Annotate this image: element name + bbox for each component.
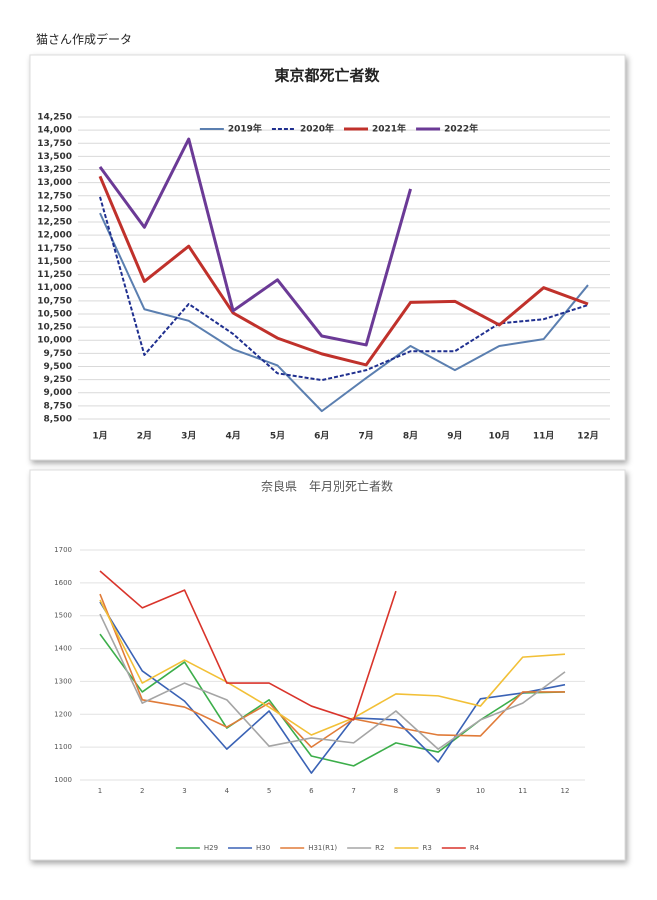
y-tick-label: 11,500	[37, 257, 72, 267]
x-tick-label: 10月	[489, 431, 511, 442]
x-tick-label: 11	[518, 787, 527, 795]
y-tick-label: 9,500	[44, 362, 72, 372]
legend-label: R2	[375, 844, 384, 852]
y-tick-label: 13,000	[37, 178, 72, 188]
x-tick-label: 5	[267, 787, 271, 795]
x-tick-label: 10	[476, 787, 485, 795]
y-tick-label: 1700	[54, 546, 72, 554]
x-tick-label: 2月	[137, 431, 152, 442]
x-tick-label: 3月	[181, 431, 196, 442]
y-tick-label: 1100	[54, 743, 72, 751]
chart-title: 奈良県 年月別死亡者数	[261, 479, 393, 494]
x-tick-label: 9月	[447, 431, 462, 442]
y-tick-label: 14,000	[37, 126, 72, 136]
x-tick-label: 11月	[533, 431, 555, 442]
x-tick-label: 4	[225, 787, 230, 795]
chart-frame	[29, 54, 626, 461]
y-tick-label: 14,250	[37, 113, 72, 123]
x-tick-label: 3	[182, 787, 186, 795]
series-line	[99, 613, 566, 750]
y-tick-label: 11,750	[37, 244, 72, 254]
legend-label: H29	[204, 844, 218, 852]
series-line	[99, 633, 566, 767]
series-line	[99, 570, 397, 721]
y-tick-label: 13,750	[37, 139, 72, 149]
y-tick-label: 10,250	[37, 323, 72, 333]
y-tick-label: 12,500	[37, 204, 72, 214]
x-tick-label: 2	[140, 787, 144, 795]
series-line	[98, 137, 412, 347]
legend-label: 2022年	[444, 123, 478, 135]
y-tick-label: 1600	[54, 579, 72, 587]
series-line	[98, 175, 589, 367]
x-tick-label: 5月	[270, 431, 285, 442]
x-tick-label: 12	[561, 787, 570, 795]
x-tick-label: 8月	[403, 431, 418, 442]
x-tick-label: 1月	[92, 431, 107, 442]
y-tick-label: 8,750	[44, 401, 72, 411]
y-tick-label: 9,000	[44, 388, 72, 398]
legend-label: R4	[470, 844, 480, 852]
y-tick-label: 1500	[54, 612, 72, 620]
y-tick-label: 12,750	[37, 191, 72, 201]
x-tick-label: 1	[98, 787, 102, 795]
x-tick-label: 12月	[577, 431, 599, 442]
page-title: 猫さん作成データ	[36, 32, 132, 47]
x-tick-label: 7月	[359, 431, 374, 442]
chart-title: 東京都死亡者数	[274, 67, 380, 85]
y-tick-label: 1200	[54, 710, 72, 718]
y-tick-label: 13,250	[37, 165, 72, 175]
y-tick-label: 13,500	[37, 152, 72, 162]
y-tick-label: 1400	[54, 645, 72, 653]
y-tick-label: 8,500	[44, 415, 72, 425]
x-tick-label: 8	[394, 787, 398, 795]
y-tick-label: 9,250	[44, 375, 72, 385]
y-tick-label: 12,250	[37, 218, 72, 228]
y-tick-label: 10,000	[37, 336, 72, 346]
y-tick-label: 11,000	[37, 283, 72, 293]
series-line	[99, 593, 565, 748]
legend-label: R3	[422, 844, 431, 852]
y-tick-label: 10,750	[37, 296, 72, 306]
legend-label: H30	[256, 844, 270, 852]
legend-label: H31(R1)	[308, 844, 337, 852]
y-tick-label: 1300	[54, 677, 72, 685]
x-tick-label: 6月	[314, 431, 329, 442]
x-tick-label: 9	[436, 787, 440, 795]
y-tick-label: 12,000	[37, 231, 72, 241]
y-tick-label: 9,750	[44, 349, 72, 359]
x-tick-label: 6	[309, 787, 314, 795]
chart-frame	[29, 469, 626, 861]
x-tick-label: 4月	[225, 431, 240, 442]
legend-label: 2020年	[300, 123, 334, 135]
series-line	[99, 212, 589, 413]
x-tick-label: 7	[351, 787, 355, 795]
y-tick-label: 10,500	[37, 309, 72, 319]
series-line	[99, 599, 566, 736]
legend-label: 2021年	[372, 123, 406, 135]
y-tick-label: 11,250	[37, 270, 72, 280]
legend-label: 2019年	[228, 123, 262, 135]
y-tick-label: 1000	[54, 776, 72, 784]
